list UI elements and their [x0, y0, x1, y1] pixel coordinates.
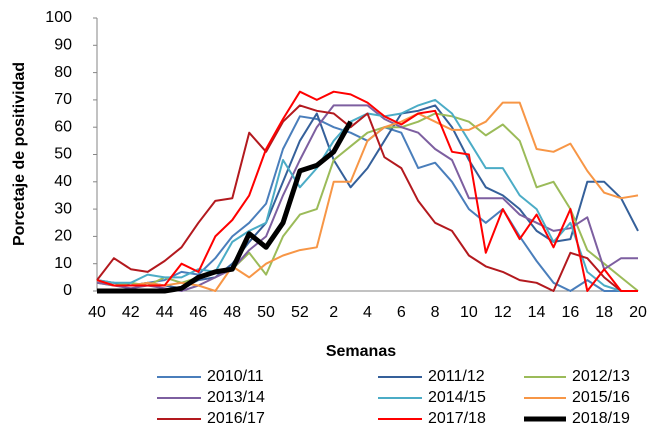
- y-tick-label: 90: [54, 37, 72, 54]
- series-line: [96, 104, 638, 292]
- x-tick-label: 12: [494, 304, 512, 321]
- x-tick-label: 20: [629, 304, 647, 321]
- x-tick-label: 52: [291, 304, 309, 321]
- x-tick-label: 10: [460, 304, 478, 321]
- series-line: [96, 98, 638, 292]
- y-tick-label: 10: [54, 255, 72, 272]
- y-axis-title: Porcetaje de positividad: [11, 62, 28, 246]
- x-tick-label: 46: [190, 304, 208, 321]
- y-tick-label: 0: [63, 282, 72, 299]
- x-tick-label: 40: [88, 304, 106, 321]
- x-tick-label: 18: [595, 304, 613, 321]
- x-tick-label: 2: [329, 304, 338, 321]
- legend-label: 2017/18: [428, 410, 486, 427]
- legend-label: 2014/15: [428, 389, 486, 406]
- x-tick-label: 14: [528, 304, 546, 321]
- series-line: [96, 104, 638, 292]
- legend-label: 2015/16: [572, 389, 630, 406]
- legend-label: 2010/11: [207, 368, 264, 385]
- y-tick-label: 20: [54, 228, 72, 245]
- legend-label: 2013/14: [207, 389, 265, 406]
- y-tick-label: 100: [45, 9, 72, 26]
- legend-label: 2012/13: [572, 368, 630, 385]
- x-tick-label: 4: [363, 304, 372, 321]
- x-tick-label: 16: [561, 304, 579, 321]
- y-tick-label: 30: [54, 200, 72, 217]
- x-axis-title: Semanas: [326, 343, 396, 360]
- y-tick-label: 60: [54, 118, 72, 135]
- x-tick-label: 50: [257, 304, 275, 321]
- x-tick-label: 6: [397, 304, 406, 321]
- x-tick-label: 8: [431, 304, 440, 321]
- series-line: [96, 90, 638, 292]
- legend-label: 2011/12: [428, 368, 485, 385]
- x-tick-label: 44: [156, 304, 174, 321]
- series-line: [96, 112, 639, 292]
- x-tick-label: 42: [122, 304, 140, 321]
- series-line: [97, 120, 353, 294]
- legend-label: 2016/17: [207, 410, 265, 427]
- x-tick-label: 48: [223, 304, 241, 321]
- legend-label: 2018/19: [572, 410, 630, 427]
- y-tick-label: 80: [54, 64, 72, 81]
- series-line: [96, 101, 639, 292]
- y-tick-label: 50: [54, 146, 72, 163]
- y-tick-label: 40: [54, 173, 72, 190]
- y-tick-label: 70: [54, 91, 72, 108]
